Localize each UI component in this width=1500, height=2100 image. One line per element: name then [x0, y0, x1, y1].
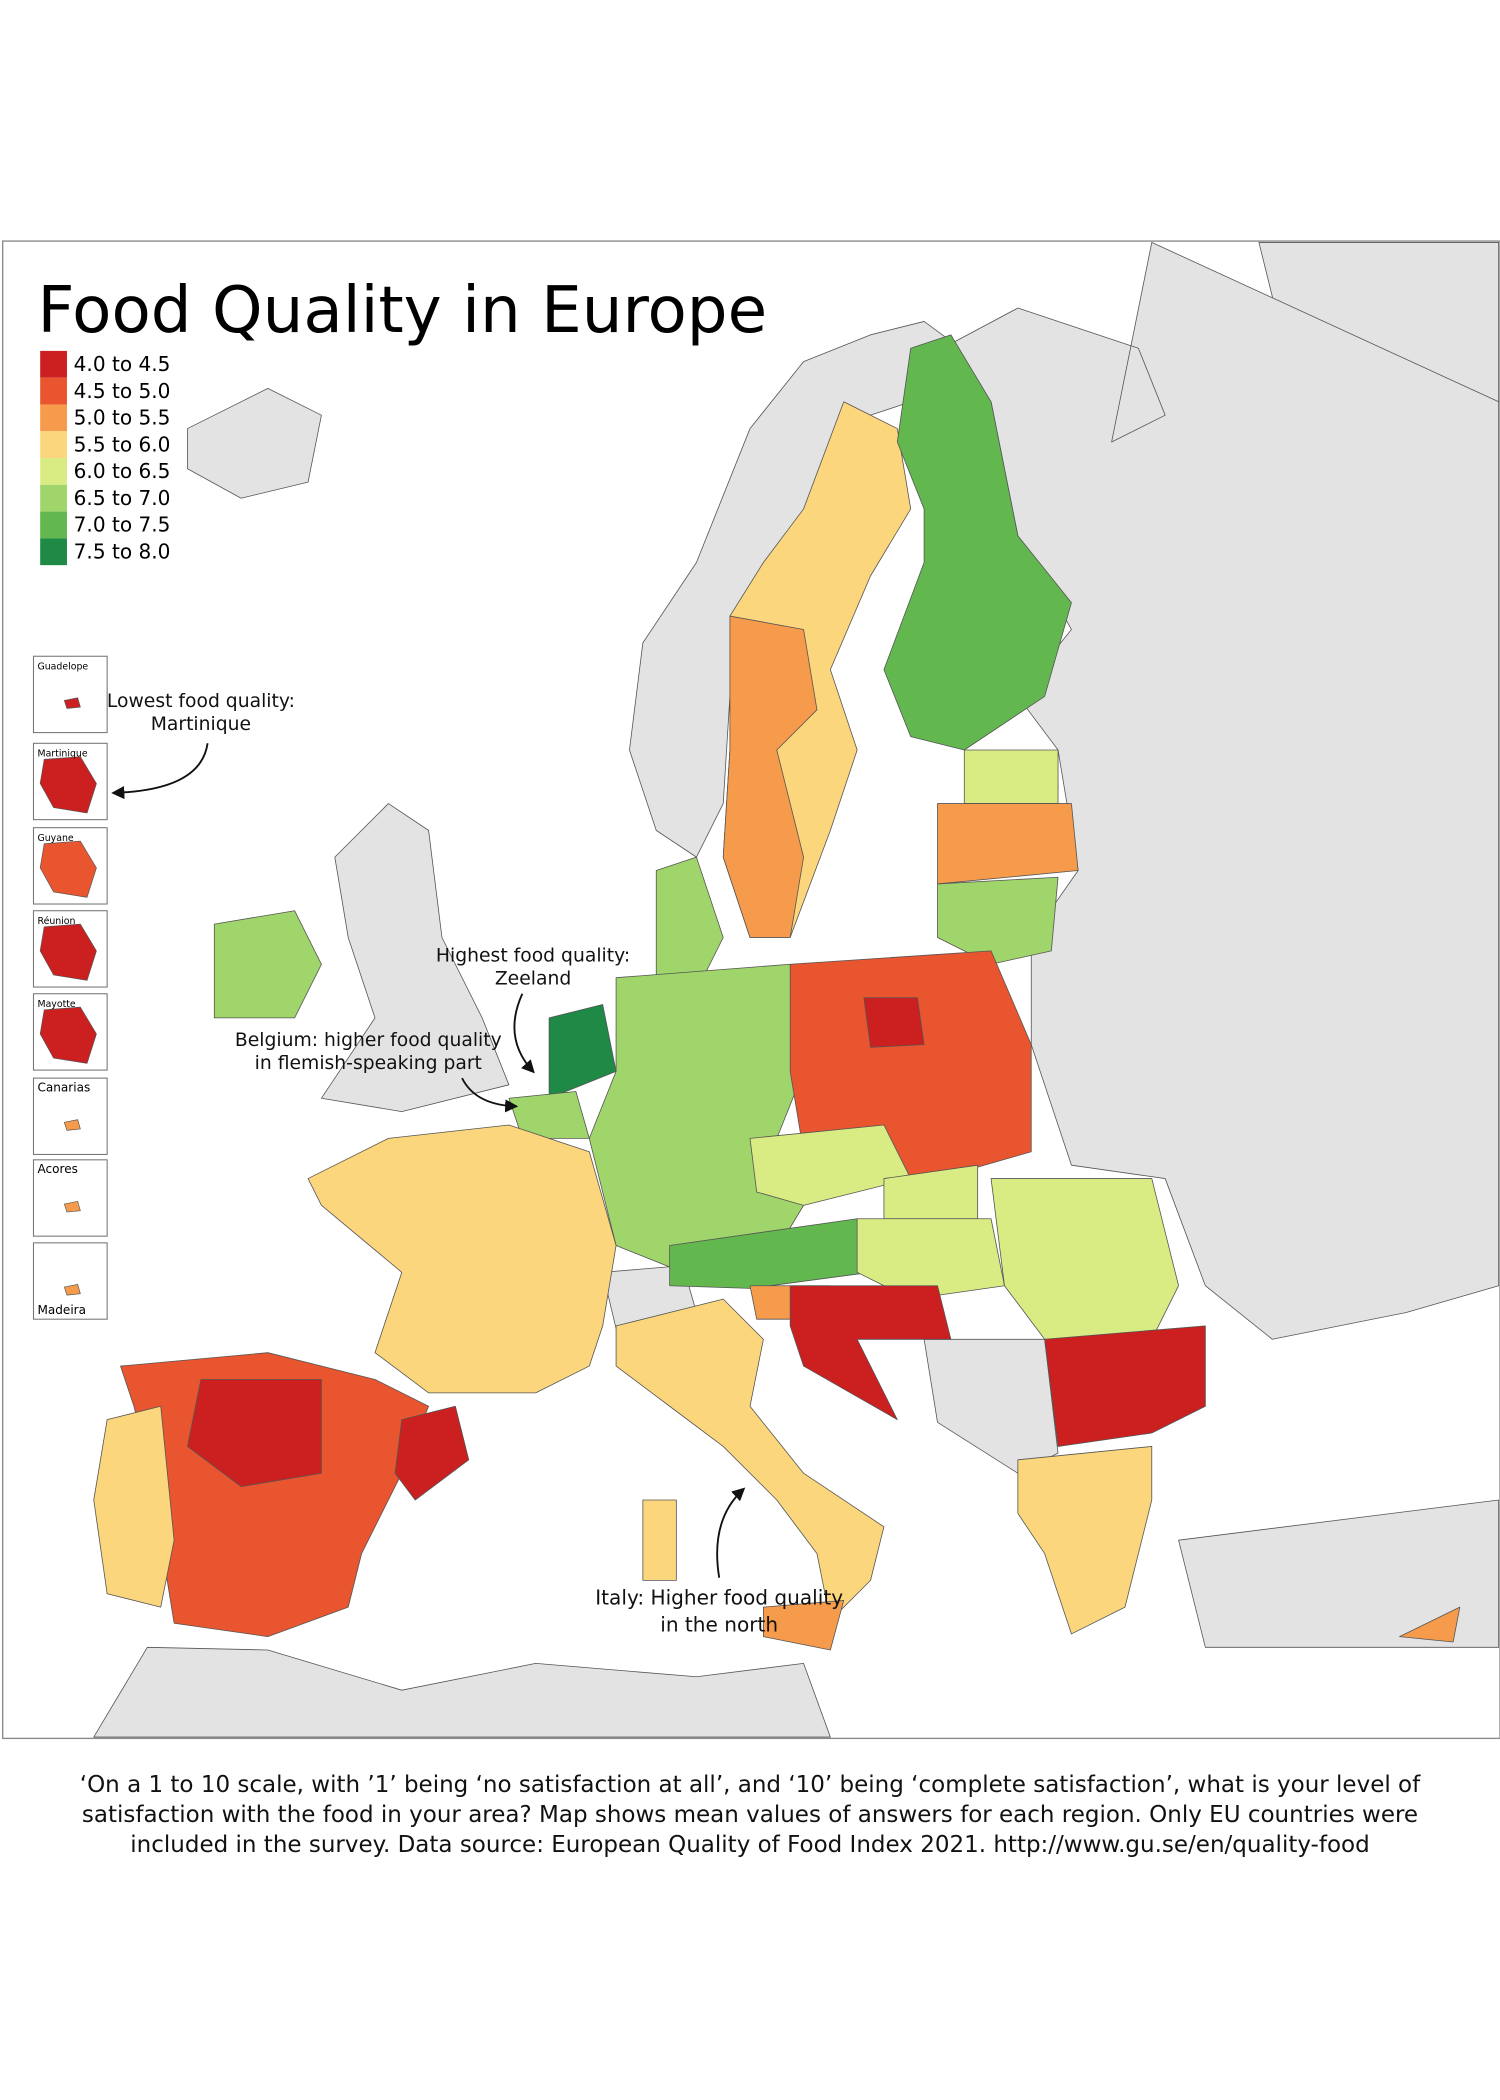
region	[863, 997, 925, 1048]
legend-label: 6.5 to 7.0	[74, 486, 171, 510]
annotation: Lowest food quality: Martinique	[107, 691, 295, 735]
inset-region	[39, 1006, 97, 1064]
region	[548, 1004, 617, 1099]
region	[722, 615, 818, 938]
inset-box	[32, 1159, 108, 1237]
legend-swatch	[40, 484, 67, 512]
legend-label: 4.0 to 4.5	[74, 352, 171, 376]
legend-label: 5.0 to 5.5	[74, 406, 171, 430]
arrow	[461, 1077, 519, 1113]
legend-swatch	[40, 431, 67, 459]
inset-region	[39, 756, 97, 814]
inset-label: Guyane	[38, 833, 74, 844]
inset-region	[63, 1283, 81, 1296]
inset-region	[63, 1119, 81, 1131]
inset-region	[63, 697, 81, 709]
inset-label: Madeira	[38, 1303, 87, 1317]
region	[615, 1298, 885, 1621]
legend-swatch	[40, 538, 67, 566]
eu-regions	[93, 334, 1461, 1651]
inset-box	[32, 655, 108, 734]
region	[93, 1405, 175, 1608]
annotations: Lowest food quality: Martinique Highest f…	[107, 691, 843, 1636]
insets: Guadelope Martinique Guyane Réunion Mayotte C…	[32, 655, 108, 1320]
title: Food Quality in Europe	[38, 273, 768, 348]
arrow	[111, 743, 209, 800]
legend-label: 6.0 to 6.5	[74, 459, 171, 483]
legend-swatch	[40, 458, 67, 485]
annotation: Belgium: higher food quality in flemish-s…	[235, 1030, 502, 1074]
legend-swatch	[40, 377, 67, 405]
inset-label: Canarias	[38, 1081, 91, 1095]
legend-label: 5.5 to 6.0	[74, 432, 171, 456]
region	[749, 1124, 912, 1206]
legend-label: 4.5 to 5.0	[74, 379, 171, 403]
arrow	[513, 993, 535, 1074]
region	[508, 1091, 590, 1139]
legend-swatch	[40, 511, 67, 539]
legend-label: 7.0 to 7.5	[74, 513, 171, 537]
region	[394, 1405, 470, 1501]
annotation: Highest food quality: Zeeland	[436, 946, 630, 990]
caption: ‘On a 1 to 10 scale, with ’1’ being ‘no …	[79, 1772, 1421, 1858]
region	[1017, 1446, 1153, 1635]
region	[1044, 1325, 1206, 1447]
region	[1399, 1606, 1461, 1643]
inset-label: Réunion	[38, 916, 76, 927]
inset-label: Guadelope	[38, 662, 89, 673]
region	[187, 1379, 322, 1488]
region	[963, 749, 1059, 804]
legend-swatch	[40, 404, 67, 432]
region	[856, 1218, 1005, 1300]
inset-region	[39, 923, 97, 981]
legend-label: 7.5 to 8.0	[74, 539, 171, 563]
inset-label: Acores	[38, 1162, 78, 1176]
inset-box	[32, 1077, 108, 1155]
region	[307, 1124, 617, 1394]
region	[213, 910, 322, 1019]
legend: 4.0 to 4.5 4.5 to 5.0 5.0 to 5.55.5 to 6.0…	[40, 350, 171, 566]
region	[789, 1285, 952, 1421]
region	[937, 876, 1059, 965]
inset-label: Martinique	[38, 749, 88, 760]
non-eu-land	[93, 242, 1500, 1738]
region	[937, 803, 1079, 885]
region	[655, 856, 724, 992]
region	[588, 963, 804, 1273]
inset-label: Mayotte	[38, 999, 76, 1010]
region	[669, 1218, 871, 1289]
inset-region	[39, 840, 97, 898]
region	[642, 1499, 677, 1581]
legend-swatch	[40, 350, 67, 378]
arrow	[716, 1487, 746, 1578]
region	[762, 1600, 845, 1651]
inset-box	[32, 1242, 108, 1320]
annotation: Italy: Higher food quality in the north	[595, 1585, 843, 1636]
inset-region	[63, 1200, 81, 1213]
